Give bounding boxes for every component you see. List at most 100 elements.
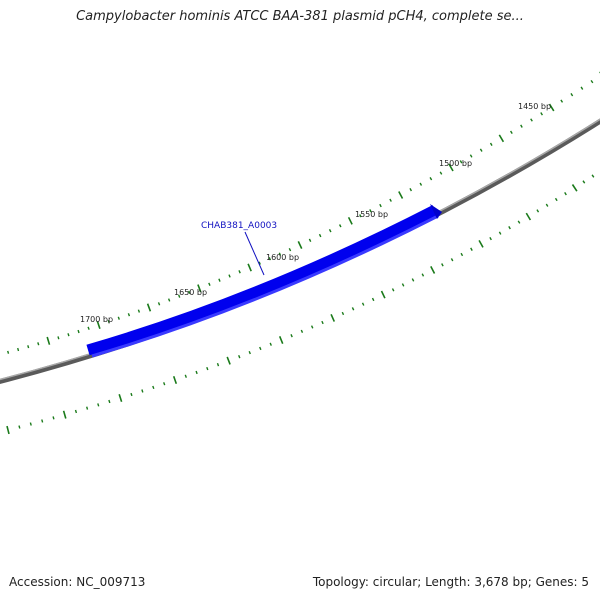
outer-ring-tick	[197, 284, 202, 293]
inner-ring-tick	[52, 416, 55, 420]
inner-ring-tick	[74, 409, 78, 414]
outer-ring-tick	[137, 309, 141, 313]
accession-text: Accession: NC_009713	[9, 575, 146, 589]
inner-ring-tick	[29, 422, 32, 426]
ruler-label-1550: 1550 bp	[355, 210, 388, 219]
inner-ring-tick	[226, 356, 231, 365]
outer-ring-tick	[359, 214, 362, 218]
inner-ring-tick	[450, 258, 454, 262]
outer-ring-tick	[347, 216, 353, 225]
outer-ring-tick	[117, 316, 120, 320]
outer-ring-tick	[308, 238, 312, 242]
inner-ring-tick	[441, 263, 444, 267]
inner-ring-tick	[421, 273, 425, 277]
inner-ring-tick	[141, 389, 144, 393]
inner-ring-tick	[321, 320, 324, 325]
inner-ring-tick	[216, 362, 220, 367]
inner-ring-tick	[278, 335, 284, 345]
outer-ring-tick	[560, 99, 564, 103]
map-title: Campylobacter hominis ATCC BAA-381 plasm…	[76, 9, 524, 24]
outer-ring-tick	[178, 294, 181, 298]
outer-ring-tick	[369, 209, 372, 213]
inner-ring-tick	[248, 350, 251, 355]
outer-ring-tick	[238, 270, 241, 274]
inner-tick-ring	[6, 174, 595, 435]
inner-ring-tick	[361, 302, 365, 306]
outer-ring-tick	[389, 198, 392, 202]
outer-ring-tick	[268, 257, 272, 261]
inner-ring-tick	[478, 240, 484, 248]
inner-ring-tick	[259, 346, 262, 351]
inner-ring-tick	[582, 180, 586, 184]
outer-ring-tick	[67, 333, 70, 337]
outer-ring-tick	[27, 345, 30, 349]
outer-ring-tick	[429, 177, 433, 181]
outer-ring-tick	[87, 326, 90, 330]
outer-ring-tick	[318, 233, 322, 238]
inner-ring-tick	[6, 425, 10, 435]
inner-ring-tick	[517, 220, 521, 224]
outer-ring-tick	[448, 163, 454, 172]
outer-ring-tick	[489, 142, 493, 146]
inner-ring-tick	[489, 236, 492, 241]
inner-ring-tick	[498, 231, 502, 235]
ruler-label-1450: 1450 bp	[518, 102, 551, 111]
outer-ring-tick	[46, 336, 51, 345]
inner-ring-tick	[330, 313, 336, 322]
outer-ring-tick	[540, 112, 543, 116]
outer-ring-tick	[17, 347, 20, 352]
outer-ring-tick	[157, 302, 161, 306]
outer-ring-tick	[328, 228, 332, 233]
inner-ring-tick	[341, 311, 345, 316]
outer-ring-tick	[208, 282, 211, 286]
inner-ring-tick	[571, 184, 578, 192]
inner-ring-tick	[163, 382, 166, 386]
outer-ring-tick	[580, 86, 584, 90]
inner-ring-tick	[508, 226, 511, 230]
inner-ring-tick	[97, 403, 100, 407]
ruler-label-1650: 1650 bp	[174, 288, 207, 297]
inner-ring-tick	[545, 203, 549, 207]
outer-ring-tick	[548, 103, 555, 112]
inner-ring-tick	[411, 278, 415, 282]
ruler-label-1700: 1700 bp	[80, 315, 113, 324]
outer-ring-tick	[37, 342, 40, 346]
inner-ring-tick	[310, 325, 314, 329]
outer-ring-tick	[570, 93, 574, 97]
inner-ring-tick	[206, 366, 209, 371]
outer-ring-tick	[338, 224, 342, 228]
inner-ring-tick	[238, 354, 241, 359]
gene-feature-CHAB381_A0003[interactable]	[86, 204, 442, 358]
outer-ring-tick	[590, 80, 594, 84]
outer-ring-tick	[479, 148, 483, 152]
outer-ring-tick	[419, 182, 423, 186]
inner-ring-tick	[371, 297, 375, 302]
outer-ring-tick	[7, 350, 10, 354]
gene-label[interactable]: CHAB381_A0003	[201, 221, 277, 231]
outer-ring-tick	[146, 303, 152, 312]
outer-ring-tick	[379, 203, 382, 208]
backbone-arc	[0, 118, 600, 384]
outer-ring-tick	[247, 263, 252, 272]
outer-ring-tick	[520, 124, 523, 128]
inner-ring-tick	[118, 393, 123, 403]
outer-ring-tick	[167, 298, 171, 302]
outer-ring-tick	[96, 320, 101, 330]
inner-ring-tick	[172, 375, 178, 385]
outer-ring-tick	[107, 319, 110, 324]
inner-ring-tick	[351, 307, 355, 311]
outer-ring-tick	[218, 278, 221, 282]
outer-ring-tick	[288, 247, 292, 252]
outer-ring-tick	[510, 130, 513, 134]
inner-ring-tick	[41, 419, 44, 423]
gene-callout-line	[244, 231, 265, 276]
outer-ring-tick	[57, 336, 60, 340]
outer-ring-tick	[469, 154, 473, 158]
inner-ring-tick	[86, 406, 89, 410]
inner-ring-tick	[152, 385, 155, 390]
inner-ring-tick	[18, 425, 21, 429]
inner-ring-tick	[300, 329, 304, 333]
outer-ring-tick	[258, 261, 261, 265]
inner-ring-tick	[62, 410, 67, 419]
